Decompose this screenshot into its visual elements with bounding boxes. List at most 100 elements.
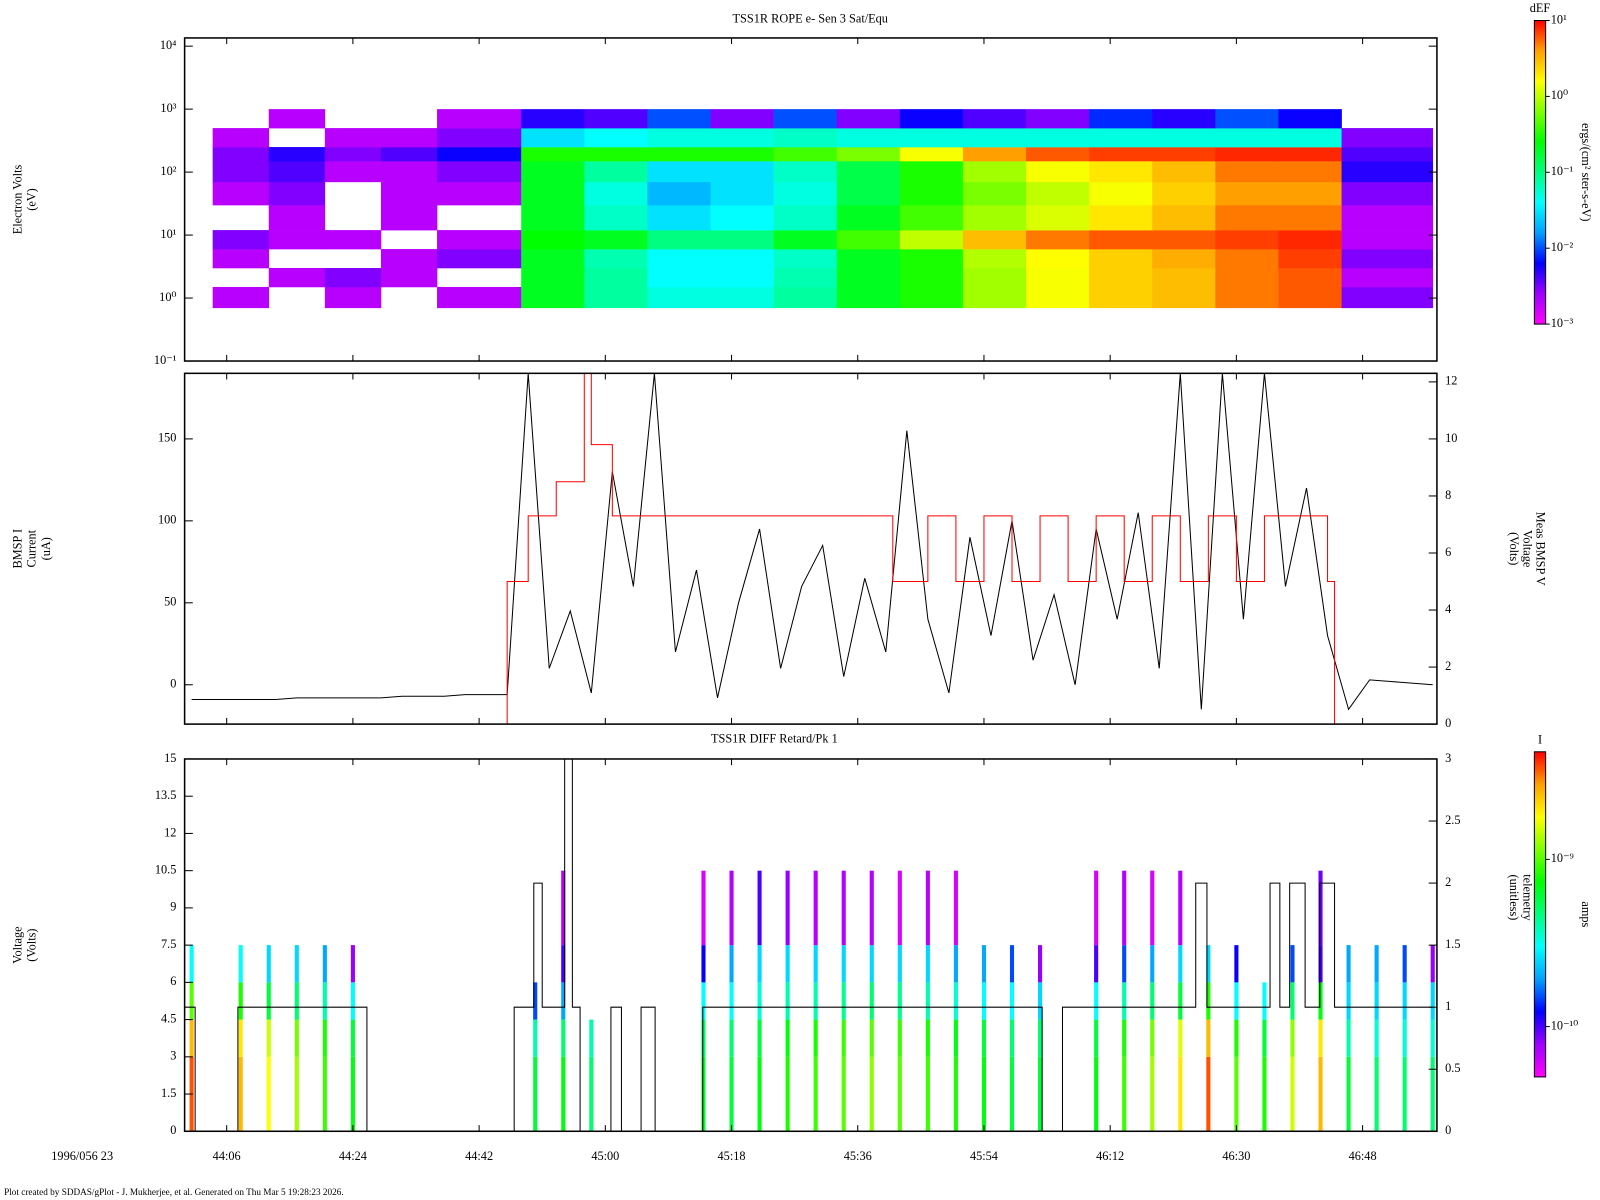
spectrogram-cell [1215, 161, 1279, 183]
strip-cell [1206, 945, 1211, 983]
y-tick-label: 0 [170, 1123, 176, 1137]
strip-cell [561, 870, 566, 946]
strip-cell [1374, 982, 1379, 1020]
strip-cell [1374, 1019, 1379, 1057]
spectrogram-cell [962, 205, 1027, 231]
y-tick-label: 4.5 [161, 1011, 176, 1025]
strip-cell [1206, 1056, 1211, 1132]
strip-cell [561, 945, 566, 983]
strip-cell [1094, 1056, 1099, 1132]
strip-cell [1122, 1056, 1127, 1132]
strip-cell [1374, 1056, 1379, 1132]
strip-cell [785, 1019, 790, 1057]
spectrogram-cell [773, 109, 838, 129]
strip-cell [785, 1056, 790, 1132]
x-tick-label: 46:12 [1096, 1149, 1124, 1163]
y2-axis-label: Meas BMSP V [1534, 512, 1548, 586]
spectrogram-cell [212, 161, 270, 183]
strip-cell [1122, 982, 1127, 1020]
strip-cell [729, 945, 734, 983]
strip-cell [350, 1056, 355, 1132]
strip-cell [1318, 1056, 1323, 1132]
spectrogram-cell [1152, 286, 1216, 309]
spectrogram-cell [1089, 205, 1153, 231]
strip-cell [897, 1056, 902, 1132]
spectrogram-cell [1152, 230, 1216, 250]
strip-cell [813, 870, 818, 946]
footer: Plot created by SDDAS/gPlot - J. Mukherj… [4, 1187, 344, 1197]
strip-cell [953, 982, 958, 1020]
spectrogram-cell [212, 147, 270, 162]
spectrogram-cell [962, 109, 1027, 129]
strip-cell [189, 1019, 194, 1057]
spectrogram-cell [1026, 230, 1090, 250]
spectrogram-cell [1152, 205, 1216, 231]
y-tick-label: 10³ [160, 101, 176, 115]
spectrogram-cell [1278, 147, 1342, 162]
spectrogram-cell [647, 230, 711, 250]
spectrogram-cell [1341, 147, 1434, 162]
strip-cell [701, 1019, 706, 1057]
strip-cell [1150, 1056, 1155, 1132]
strip-cell [1122, 945, 1127, 983]
strip-cell [1346, 945, 1351, 983]
spectrogram-cell [268, 230, 326, 250]
spectrogram-cell [836, 109, 901, 129]
spectrogram-cell [836, 181, 901, 206]
spectrogram-cell [1215, 230, 1279, 250]
strip-cell [589, 1019, 594, 1057]
spectrogram-cell [836, 205, 901, 231]
strip-cell [1009, 1019, 1015, 1057]
spectrogram-cell [1278, 181, 1342, 206]
spectrogram-cell [212, 128, 270, 148]
strip-cell [813, 1056, 818, 1132]
strip-cell [1290, 982, 1295, 1020]
y2-tick-label: 2 [1445, 659, 1451, 673]
y-axis-label: Electron Volts [10, 164, 24, 234]
y-axis-label: (eV) [25, 188, 39, 211]
spectrogram-cell [1026, 147, 1090, 162]
spectrogram-cell [710, 128, 774, 148]
spectrogram-cell [324, 128, 382, 148]
y-tick-label: 10² [160, 164, 176, 178]
colorbar-tick-label: 10⁻⁹ [1551, 851, 1574, 865]
spectrogram-cell [521, 128, 585, 148]
spectrogram-cell [1341, 230, 1434, 250]
spectrogram-cell [521, 286, 585, 309]
spectrogram-cell [836, 268, 901, 288]
y-tick-label: 3 [170, 1049, 176, 1063]
strip-cell [757, 1019, 762, 1057]
x-tick-label: 44:24 [339, 1149, 367, 1163]
y-tick-label: 0 [170, 677, 176, 691]
strip-cell [1094, 1019, 1099, 1057]
spectrogram-cell [1026, 249, 1090, 269]
spectrogram-cell [268, 147, 326, 162]
strip-cell [1290, 945, 1295, 983]
spectrogram-cell [521, 181, 585, 206]
spectrogram-cell [836, 286, 901, 309]
spectrogram-cell [584, 230, 648, 250]
spectrogram-cell [836, 249, 901, 269]
strip-cell [561, 1056, 566, 1132]
strip-cell [785, 870, 790, 946]
strip-cell [1262, 982, 1267, 1020]
y2-tick-label: 4 [1445, 602, 1451, 616]
strip-cell [1234, 1056, 1239, 1132]
y2-axis-label: (unitless) [1507, 875, 1521, 921]
spectrogram-cell [1152, 161, 1216, 183]
spectrogram-cell [1026, 286, 1090, 309]
spectrogram-cell [1089, 286, 1153, 309]
spectrogram-cell [212, 230, 270, 250]
y-tick-label: 15 [164, 751, 176, 765]
strip-cell [701, 982, 706, 1020]
strip-cell [533, 1056, 538, 1132]
x-tick-label: 45:18 [718, 1149, 746, 1163]
strip-cell [981, 945, 987, 983]
spectrogram-cell [1026, 268, 1090, 288]
y2-tick-label: 1 [1445, 999, 1451, 1013]
spectrogram-cell [437, 161, 522, 183]
strip-cell [238, 945, 243, 983]
strip-cell [785, 945, 790, 983]
spectrogram-cell [521, 268, 585, 288]
